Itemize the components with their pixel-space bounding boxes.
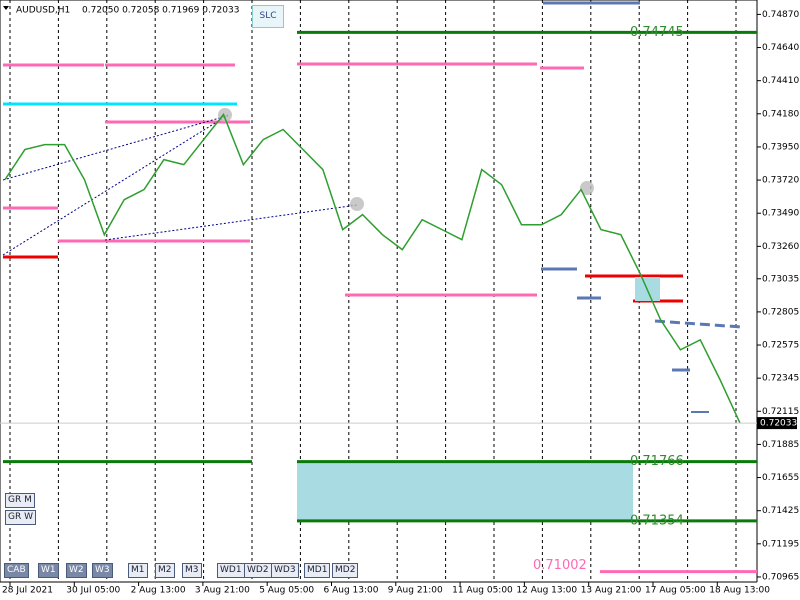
- x-tick-label: 9 Aug 21:00: [388, 586, 443, 596]
- trendline: [2, 114, 231, 181]
- symbol: AUDUSD,H1: [16, 6, 70, 16]
- level-label: 0.71766: [630, 454, 684, 469]
- marker: [218, 108, 232, 122]
- price-axis: [757, 0, 800, 600]
- menu-arrow: [3, 6, 9, 10]
- button[interactable]: W1: [38, 563, 59, 578]
- button[interactable]: M1: [128, 563, 148, 578]
- x-tick-label: 5 Aug 05:00: [259, 586, 314, 596]
- y-tick-label: 0.74180: [762, 109, 799, 119]
- button[interactable]: WD3: [271, 563, 299, 578]
- x-tick-label: 13 Aug 21:00: [581, 586, 642, 596]
- y-tick-label: 0.71655: [762, 473, 799, 483]
- y-tick-label: 0.72575: [762, 341, 799, 351]
- x-tick-label: 30 Jul 05:00: [66, 586, 120, 596]
- target-zone: [297, 461, 633, 521]
- level-label: 0.74745: [630, 25, 684, 40]
- y-tick-label: 0.72805: [762, 307, 799, 317]
- x-tick-label: 2 Aug 13:00: [131, 586, 186, 596]
- button[interactable]: MD2: [332, 563, 359, 578]
- trendline: [104, 204, 358, 241]
- button[interactable]: CAB: [4, 563, 29, 578]
- ohlc: 0.72050 0.72058 0.71969 0.72033: [82, 6, 239, 16]
- marker: [350, 197, 364, 211]
- level-label: 0.71354: [630, 513, 684, 528]
- current-price-label: 0.72033: [760, 419, 797, 429]
- x-tick-label: 3 Aug 21:00: [195, 586, 250, 596]
- y-tick-label: 0.73260: [762, 242, 799, 252]
- y-tick-label: 0.71425: [762, 506, 799, 516]
- button[interactable]: GR W: [5, 510, 36, 525]
- y-tick-label: 0.73490: [762, 209, 799, 219]
- button[interactable]: M2: [155, 563, 175, 578]
- x-tick-label: 18 Aug 13:00: [709, 586, 770, 596]
- button[interactable]: MD1: [304, 563, 331, 578]
- x-tick-label: 12 Aug 13:00: [516, 586, 577, 596]
- current-price-box: [757, 417, 797, 430]
- button[interactable]: W3: [92, 563, 113, 578]
- button[interactable]: GR M: [5, 493, 35, 508]
- y-tick-label: 0.72115: [762, 407, 799, 417]
- marker: [580, 181, 594, 195]
- y-tick-label: 0.73720: [762, 176, 799, 186]
- y-tick-label: 0.73035: [762, 274, 799, 284]
- button[interactable]: WD2: [244, 563, 272, 578]
- y-tick-label: 0.71885: [762, 440, 799, 450]
- trendline: [2, 114, 229, 256]
- level-label: 0.71002: [533, 558, 587, 573]
- y-tick-label: 0.71195: [762, 539, 799, 549]
- button[interactable]: M3: [182, 563, 202, 578]
- y-tick-label: 0.74410: [762, 76, 799, 86]
- y-tick-label: 0.74640: [762, 43, 799, 53]
- y-tick-label: 0.74870: [762, 10, 799, 20]
- x-tick-label: 6 Aug 13:00: [324, 586, 379, 596]
- y-tick-label: 0.73950: [762, 142, 799, 152]
- button[interactable]: SLC: [252, 5, 284, 28]
- y-tick-label: 0.70965: [762, 572, 799, 582]
- button[interactable]: WD1: [217, 563, 245, 578]
- button[interactable]: W2: [66, 563, 87, 578]
- y-tick-label: 0.72345: [762, 374, 799, 384]
- x-tick-label: 11 Aug 05:00: [452, 586, 513, 596]
- x-tick-label: 28 Jul 2021: [2, 586, 53, 596]
- price-line: [4, 113, 741, 424]
- x-tick-label: 17 Aug 05:00: [645, 586, 706, 596]
